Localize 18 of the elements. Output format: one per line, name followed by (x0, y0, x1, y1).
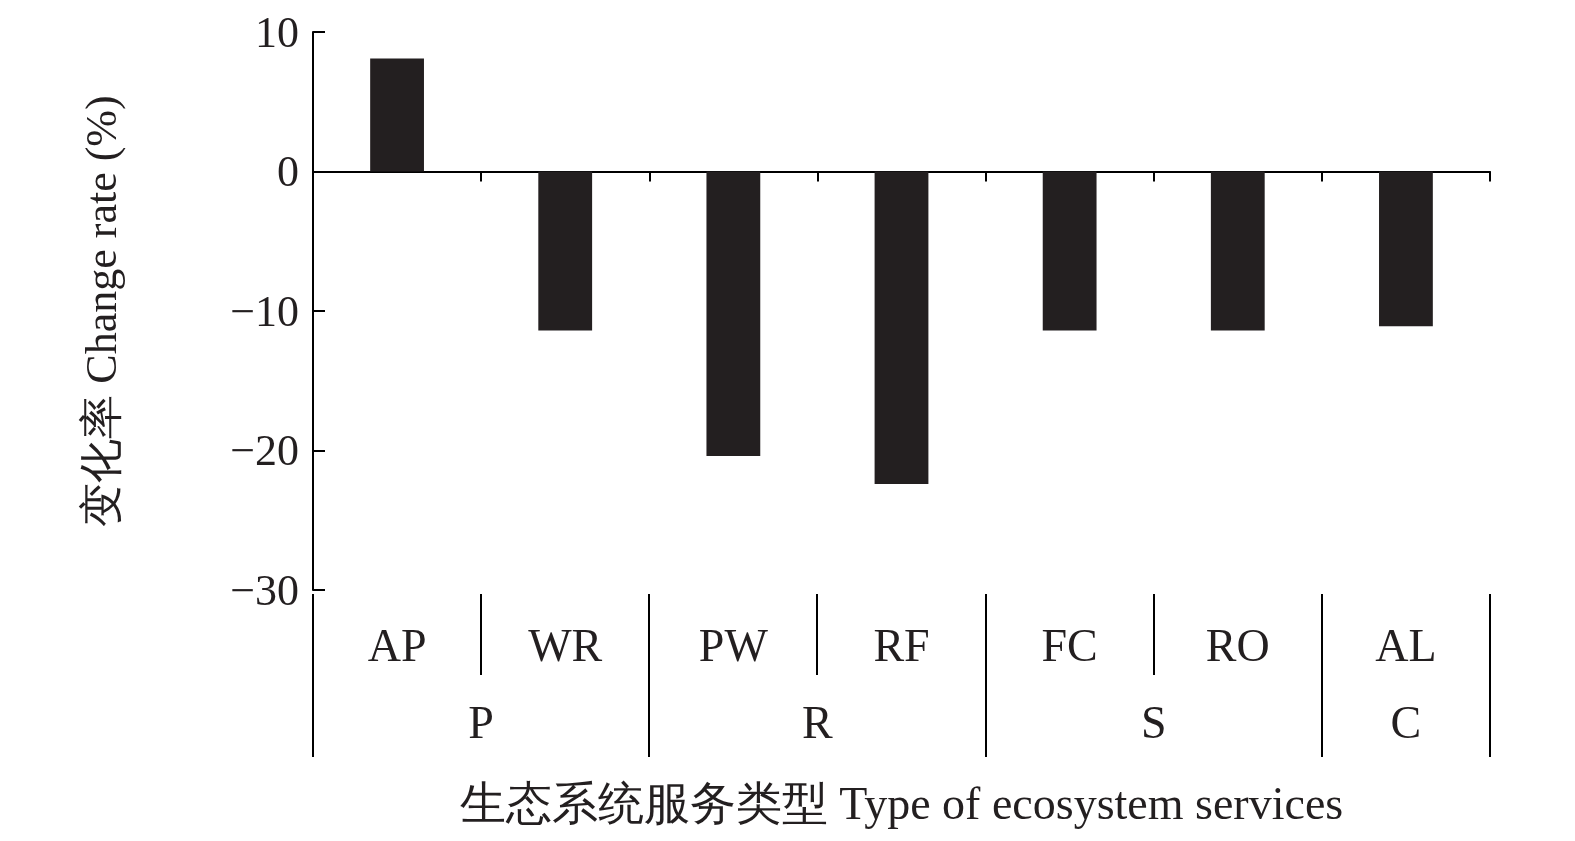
x-tick-label: PW (698, 619, 769, 671)
y-tick-label: −10 (230, 286, 299, 336)
y-axis-title: 变化率 Change rate (%) (76, 95, 126, 527)
x-tick-label: RF (873, 619, 930, 671)
x-tick-label: WR (528, 619, 603, 671)
y-tick-label: −30 (230, 565, 299, 615)
y-tick-label: 10 (255, 7, 299, 57)
text: R (802, 696, 834, 748)
y-tick-label: −20 (230, 426, 299, 475)
x-tick-label: FC (1041, 619, 1098, 671)
x-tick-label: RO (1205, 619, 1270, 671)
x-axis-title: 生态系统服务类型 Type of ecosystem services (459, 777, 1344, 829)
text: S (1140, 696, 1167, 748)
y-tick-label: 0 (277, 147, 299, 196)
x-tick-label: AP (367, 619, 427, 671)
x-tick-label: AL (1375, 619, 1437, 671)
text: C (1390, 696, 1422, 748)
text: P (468, 696, 494, 748)
